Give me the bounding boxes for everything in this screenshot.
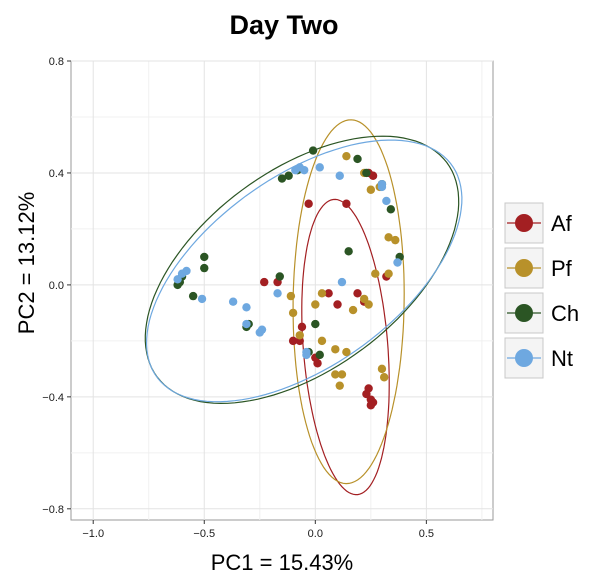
point-ch-2 xyxy=(284,171,293,180)
chart-title: Day Two xyxy=(229,10,338,40)
point-pf-14 xyxy=(348,305,358,315)
point-ch-18 xyxy=(311,319,320,329)
x-tick-label-2: 0.0 xyxy=(308,528,323,540)
x-tick-label-1: −0.5 xyxy=(193,528,215,540)
point-nt-7 xyxy=(273,289,282,298)
legend-label-nt: Nt xyxy=(551,346,573,371)
point-pf-22 xyxy=(379,373,389,382)
point-pf-18 xyxy=(342,347,351,357)
point-pf-17 xyxy=(331,345,340,354)
y-tick-label-1: −0.4 xyxy=(42,392,64,404)
point-pf-19 xyxy=(331,370,340,379)
point-pf-5 xyxy=(391,235,400,245)
point-pf-16 xyxy=(317,336,327,346)
point-ch-4 xyxy=(277,174,287,183)
point-pf-0 xyxy=(342,151,351,161)
point-nt-10 xyxy=(173,275,182,284)
point-af-6 xyxy=(333,300,342,309)
point-nt-17 xyxy=(257,325,267,334)
point-pf-11 xyxy=(288,308,298,318)
point-ch-11 xyxy=(200,252,209,262)
point-ch-6 xyxy=(386,205,396,214)
y-tick-label-2: 0.0 xyxy=(49,280,64,292)
point-pf-13 xyxy=(364,300,373,309)
point-af-10 xyxy=(297,322,307,332)
point-pf-1 xyxy=(366,185,376,194)
legend-label-pf: Pf xyxy=(551,256,573,281)
legend-label-af: Af xyxy=(551,211,573,236)
point-nt-13 xyxy=(228,297,238,306)
point-nt-12 xyxy=(197,294,207,304)
point-pf-20 xyxy=(337,370,347,379)
point-pf-9 xyxy=(317,289,327,298)
point-nt-11 xyxy=(182,266,191,276)
point-af-0 xyxy=(304,199,313,208)
point-af-19 xyxy=(366,401,376,410)
legend-dot-af xyxy=(515,214,533,232)
ellipse-nt xyxy=(145,139,463,403)
point-ch-12 xyxy=(200,263,209,273)
grid-lines xyxy=(71,60,493,520)
legend-label-ch: Ch xyxy=(551,301,579,326)
point-pf-8 xyxy=(286,291,296,301)
point-nt-20 xyxy=(377,179,387,189)
point-ch-10 xyxy=(275,272,284,281)
point-pf-12 xyxy=(359,294,369,304)
point-pf-21 xyxy=(377,364,387,374)
y-tick-label-0: −0.8 xyxy=(42,504,64,516)
point-af-3 xyxy=(260,277,269,287)
axes: −1.0 −0.5 0.0 0.5 −0.8 −0.4 0.0 0.4 0.8 xyxy=(42,56,434,540)
point-af-16 xyxy=(362,389,371,399)
plot-panel xyxy=(70,60,494,521)
point-pf-10 xyxy=(311,300,320,309)
ellipse-pf xyxy=(292,119,405,485)
point-ch-1 xyxy=(353,154,362,164)
x-axis-title: PC1 = 15.43% xyxy=(211,550,353,575)
y-tick-label-4: 0.8 xyxy=(49,56,64,68)
point-pf-7 xyxy=(384,269,393,278)
x-tick-label-3: 0.5 xyxy=(419,528,434,540)
x-tick-label-0: −1.0 xyxy=(82,528,104,540)
point-nt-15 xyxy=(242,319,251,329)
point-nt-8 xyxy=(337,277,347,287)
point-nt-19 xyxy=(302,350,311,360)
point-ch-15 xyxy=(188,291,198,301)
point-af-5 xyxy=(324,289,333,298)
point-nt-2 xyxy=(315,163,324,172)
point-ch-0 xyxy=(308,146,318,155)
y-tick-label-3: 0.4 xyxy=(49,168,64,180)
point-ch-20 xyxy=(315,350,324,360)
point-pf-4 xyxy=(384,233,393,242)
y-axis-title: PC2 = 13.12% xyxy=(14,192,39,334)
point-nt-3 xyxy=(335,171,344,180)
point-ch-5 xyxy=(362,168,371,178)
legend-dot-nt xyxy=(515,349,533,367)
point-af-14 xyxy=(313,359,322,368)
point-pf-6 xyxy=(371,269,380,278)
point-pf-15 xyxy=(295,331,304,340)
point-af-12 xyxy=(288,336,298,346)
point-ch-8 xyxy=(344,247,353,256)
point-nt-5 xyxy=(382,196,391,206)
legend: Af Pf Ch Nt xyxy=(504,202,579,379)
legend-dot-ch xyxy=(515,304,533,322)
point-pf-23 xyxy=(335,381,344,390)
point-af-1 xyxy=(342,199,351,208)
point-af-7 xyxy=(353,289,362,298)
point-nt-14 xyxy=(242,303,251,312)
legend-dot-pf xyxy=(515,259,533,277)
point-nt-6 xyxy=(393,258,402,267)
data-points xyxy=(173,146,404,410)
point-nt-21 xyxy=(300,165,309,175)
